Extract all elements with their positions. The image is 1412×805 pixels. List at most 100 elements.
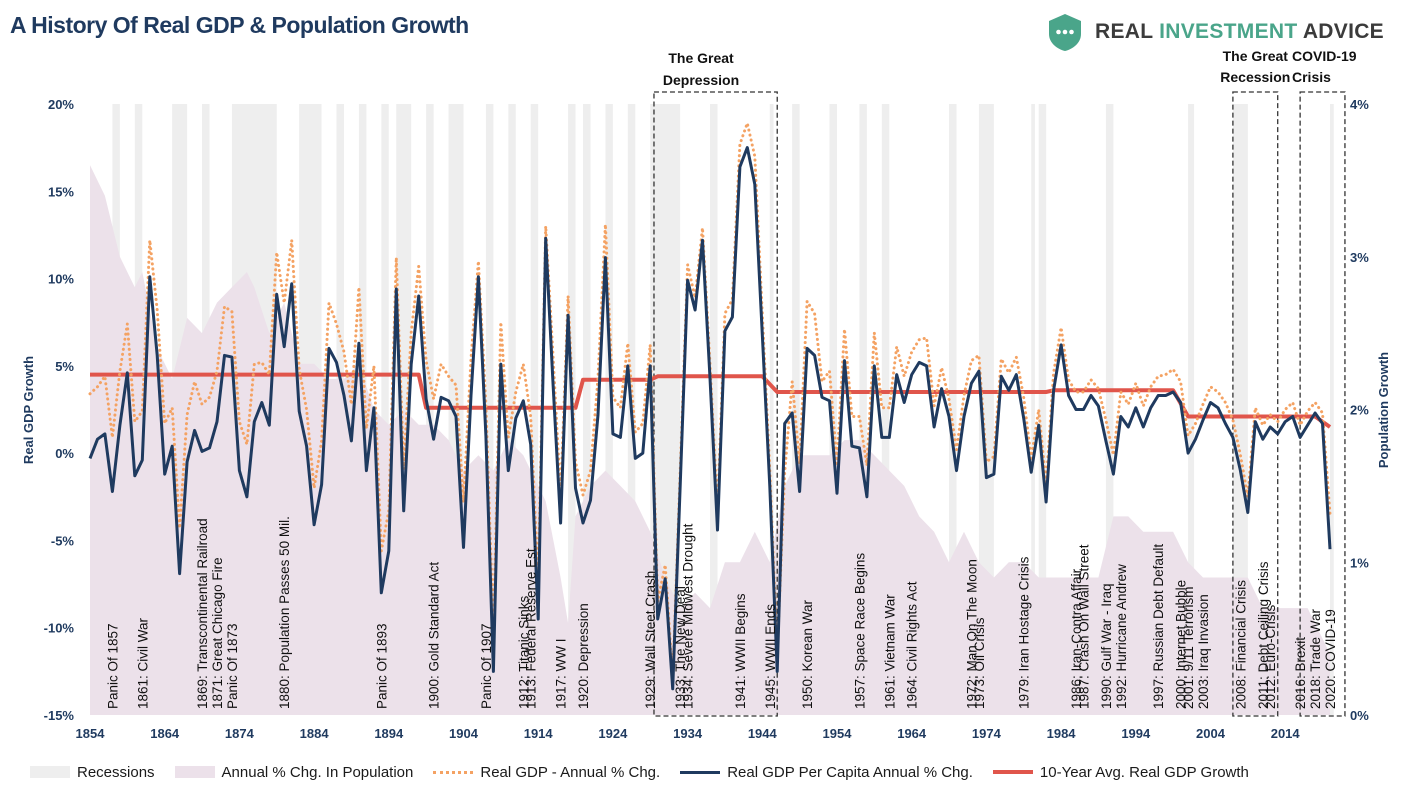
recession-band xyxy=(769,104,774,715)
recession-band xyxy=(792,104,800,715)
x-tick-label: 1884 xyxy=(300,726,330,741)
x-tick-label: 1904 xyxy=(449,726,479,741)
recession-band xyxy=(1330,104,1334,715)
x-tick-label: 1974 xyxy=(972,726,1002,741)
y2-tick-label: 2% xyxy=(1350,403,1369,418)
recession-band xyxy=(381,104,389,715)
event-label: 1929: Wall Steet Crash xyxy=(643,571,658,709)
brand-word-advice: ADVICE xyxy=(1302,20,1384,43)
recession-band xyxy=(1188,104,1195,715)
event-label: 1997: Russian Debt Default xyxy=(1151,544,1166,709)
event-label: 1957: Space Race Begins xyxy=(852,553,867,709)
recession-band xyxy=(949,104,957,715)
y-tick-label: -15% xyxy=(44,708,75,723)
legend-item: 10-Year Avg. Real GDP Growth xyxy=(992,763,1249,781)
event-label: 1979: Iran Hostage Crisis xyxy=(1017,556,1032,709)
event-label: 1964: Civil Rights Act xyxy=(905,581,920,709)
per-capita-line xyxy=(88,146,1332,691)
y2-axis-title: Population Growth xyxy=(1376,352,1391,468)
event-label: 2020: COVID-19 xyxy=(1323,609,1338,709)
brand-word-investment: INVESTMENT xyxy=(1159,20,1303,43)
legend-swatch-gdp xyxy=(433,770,474,774)
y-tick-label: 5% xyxy=(55,359,74,374)
x-tick-label: 1924 xyxy=(598,726,628,741)
event-label: 1913: Federal Reserve Est. xyxy=(524,545,539,709)
y-tick-label: -5% xyxy=(51,533,75,548)
y-tick-label: 15% xyxy=(48,184,74,199)
x-tick-label: 1854 xyxy=(76,726,106,741)
legend-item: Recessions xyxy=(30,764,155,781)
x-tick-label: 1934 xyxy=(673,726,703,741)
x-tick-label: 1964 xyxy=(897,726,927,741)
recession-band xyxy=(1038,104,1047,715)
y-axis-title: Real GDP Growth xyxy=(21,356,36,464)
y-tick-label: -10% xyxy=(44,621,75,636)
event-label: 2000: Internet Bubble xyxy=(1174,580,1189,709)
y-tick-label: 20% xyxy=(48,97,74,112)
event-label: 2008: Financial Crisis xyxy=(1233,580,1248,709)
event-label: 1920: Depression xyxy=(576,603,591,709)
event-label: Panic Of 1873 xyxy=(225,623,240,709)
event-label: 1950: Korean War xyxy=(800,599,815,709)
event-label: 1990: Gulf War - Iraq xyxy=(1099,583,1114,709)
page-title: A History Of Real GDP & Population Growt… xyxy=(10,12,469,38)
recession-band xyxy=(1232,104,1248,715)
brand-word-real: REAL xyxy=(1095,20,1160,43)
event-label: Panic Of 1857 xyxy=(105,623,120,709)
x-tick-label: 2014 xyxy=(1271,726,1301,741)
legend-label: Annual % Chg. In Population xyxy=(221,763,414,781)
x-tick-label: 1994 xyxy=(1121,726,1151,741)
annotation-label: COVID-19 Crisis xyxy=(1292,48,1357,85)
event-label: 2012: Euro-Crisis xyxy=(1263,604,1278,709)
event-label: 1880: Population Passes 50 Mil. xyxy=(277,516,292,709)
legend-item: Annual % Chg. In Population xyxy=(174,763,414,781)
event-label: 1871: Great Chicago Fire xyxy=(210,557,225,709)
event-label: 1933: The New Deal xyxy=(673,586,688,709)
y2-tick-label: 0% xyxy=(1350,708,1369,723)
y2-tick-label: 1% xyxy=(1350,555,1369,570)
legend-swatch-per-capita xyxy=(680,770,721,774)
annotation-label: The Great Recession xyxy=(1220,48,1290,85)
recession-band xyxy=(829,104,837,715)
legend-swatch-recession xyxy=(30,766,70,778)
legend-label: 10-Year Avg. Real GDP Growth xyxy=(1039,763,1249,781)
brand-logo: REAL INVESTMENT ADVICE xyxy=(1045,12,1384,52)
recession-band xyxy=(583,104,591,715)
x-tick-label: 1864 xyxy=(150,726,180,741)
event-label: 1972: Man On The Moon xyxy=(964,559,979,709)
event-label: Panic Of 1907 xyxy=(479,623,494,709)
y-tick-label: 0% xyxy=(55,446,74,461)
brand-name: REAL INVESTMENT ADVICE xyxy=(1095,20,1384,44)
legend-swatch-population xyxy=(174,766,215,778)
x-tick-label: 1874 xyxy=(225,726,255,741)
y2-tick-label: 3% xyxy=(1350,250,1369,265)
recession-band xyxy=(1031,104,1035,715)
annotation-box xyxy=(1299,91,1346,717)
y2-tick-label: 4% xyxy=(1350,97,1369,112)
x-tick-label: 2004 xyxy=(1196,726,1226,741)
event-labels: Panic Of 1857 1861: Civil War 1869: Transc… xyxy=(105,516,1338,709)
event-label: 2016: Brexit xyxy=(1293,637,1308,709)
event-label: 2003: Iraq Invasion xyxy=(1196,594,1211,709)
annotation-box xyxy=(653,91,778,717)
annotation-label: The Great Depression xyxy=(663,50,739,88)
y-axis-right: 4% 3% 2% 1% 0% xyxy=(1350,97,1369,723)
chat-shield-icon xyxy=(1049,14,1081,51)
population-area xyxy=(90,165,1330,716)
event-label: 1934: Severe Midwest Drought xyxy=(681,523,696,709)
event-label: 1900: Gold Standard Act xyxy=(427,562,442,709)
legend-swatch-avg10 xyxy=(992,770,1033,774)
event-label: 2001: 9/11 Terrorism xyxy=(1181,586,1196,709)
x-tick-label: 1954 xyxy=(823,726,853,741)
event-label: 1973: Oil Crisis xyxy=(972,617,987,709)
y-axis-left: 20% 15% 10% 5% 0% -5% -10% -15% xyxy=(44,97,75,723)
annotation-box xyxy=(1232,91,1279,717)
avg10-line xyxy=(90,372,1332,429)
legend-item: Real GDP - Annual % Chg. xyxy=(433,764,660,781)
y-tick-label: 10% xyxy=(48,272,74,287)
x-tick-label: 1944 xyxy=(748,726,778,741)
event-label: 1917: WW I xyxy=(554,638,569,709)
event-label: 1861: Civil War xyxy=(135,617,150,709)
x-tick-label: 1914 xyxy=(524,726,554,741)
